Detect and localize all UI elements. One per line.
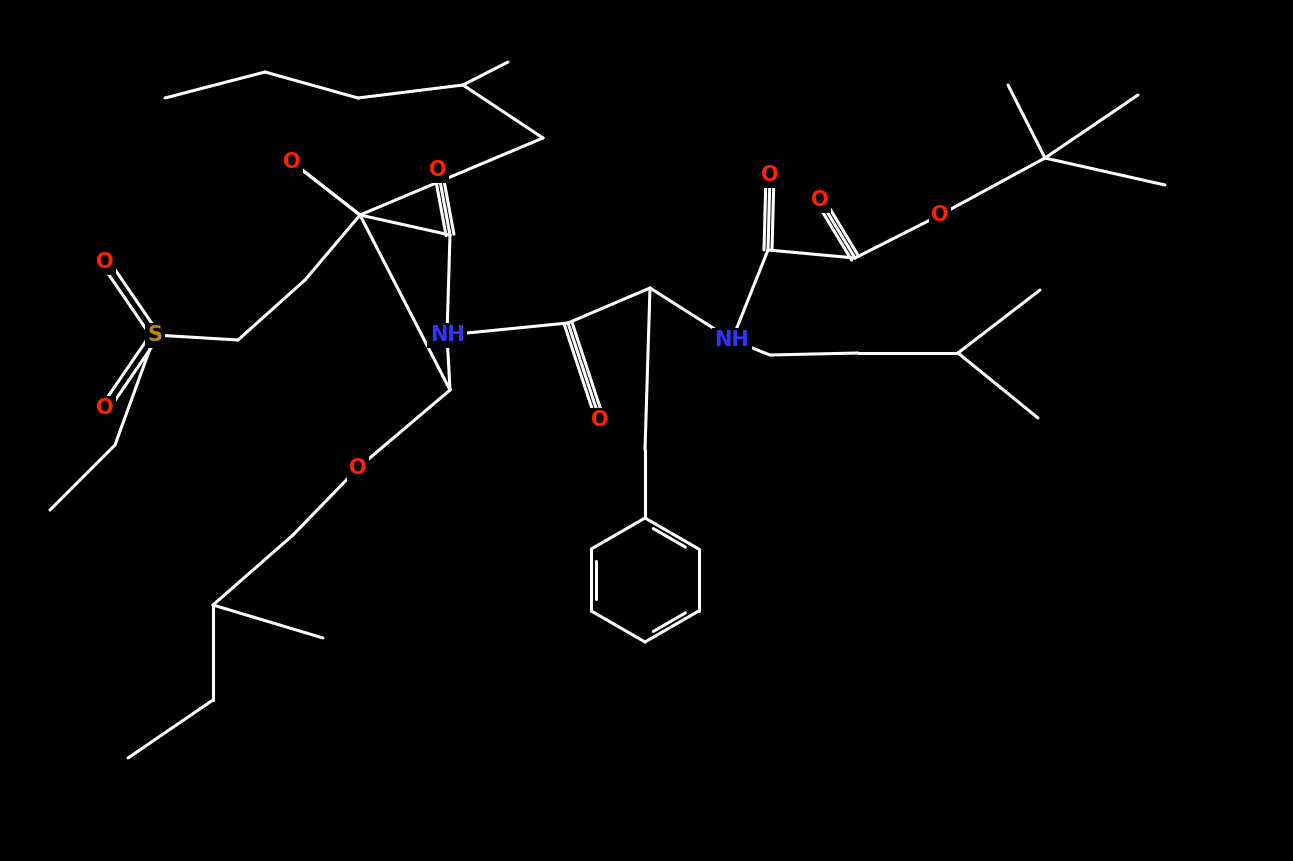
Text: O: O — [283, 152, 301, 172]
Text: O: O — [591, 410, 609, 430]
Text: NH: NH — [429, 325, 464, 345]
Text: O: O — [762, 165, 778, 185]
Text: O: O — [931, 205, 949, 225]
Text: O: O — [349, 458, 367, 478]
Text: NH: NH — [715, 330, 750, 350]
Text: S: S — [147, 325, 163, 345]
Text: O: O — [811, 190, 829, 210]
Text: O: O — [96, 252, 114, 272]
Text: O: O — [96, 398, 114, 418]
Text: O: O — [429, 160, 447, 180]
